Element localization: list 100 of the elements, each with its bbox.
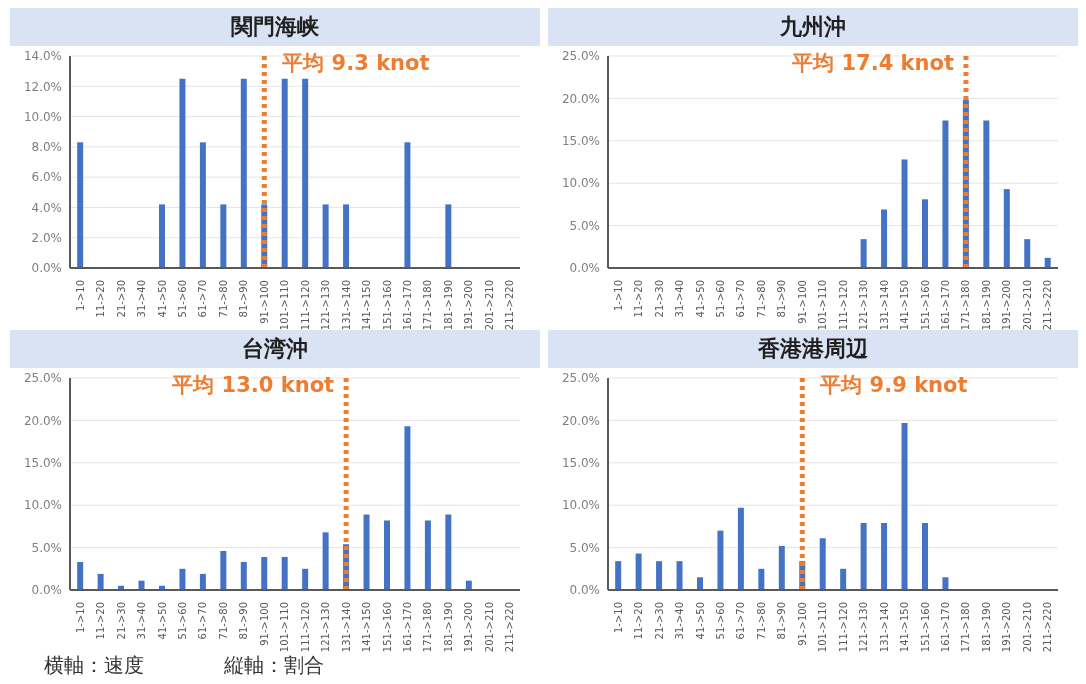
bar xyxy=(302,78,309,268)
y-tick-label: 0.0% xyxy=(31,261,62,276)
x-tick-label: 201->210 xyxy=(1021,280,1033,331)
x-tick-label: 101->110 xyxy=(279,602,291,653)
x-tick-label: 51->60 xyxy=(715,280,726,318)
bar xyxy=(302,568,309,590)
x-tick-label: 111->120 xyxy=(299,280,311,331)
x-tick-label: 151->160 xyxy=(381,280,393,331)
x-tick-label: 41->50 xyxy=(156,602,168,640)
bar xyxy=(737,507,744,590)
x-tick-label: 111->120 xyxy=(837,280,849,331)
x-tick-label: 161->170 xyxy=(940,602,951,653)
x-tick-label: 201->210 xyxy=(483,602,495,653)
bar xyxy=(696,577,703,590)
text: 横軸：速度 xyxy=(44,652,144,679)
bar xyxy=(404,142,411,268)
bar xyxy=(445,204,452,268)
x-tick-label: 181->190 xyxy=(442,602,454,653)
bar xyxy=(778,545,785,590)
y-tick-label: 10.0% xyxy=(561,498,600,513)
x-tick-label: 161->170 xyxy=(402,602,413,653)
x-tick-label: 21->30 xyxy=(115,280,127,318)
bar xyxy=(220,550,227,590)
y-tick-label: 20.0% xyxy=(561,91,600,106)
x-tick-label: 151->160 xyxy=(381,602,393,653)
bar xyxy=(281,78,288,268)
bar xyxy=(240,78,247,268)
x-tick-label: 81->90 xyxy=(238,280,250,318)
y-tick-label: 20.0% xyxy=(23,413,62,428)
x-tick-label: 191->200 xyxy=(1001,602,1013,653)
bar xyxy=(343,204,350,268)
y-tick-label: 10.0% xyxy=(23,498,62,513)
bar xyxy=(901,159,908,268)
y-tick-label: 0.0% xyxy=(569,261,600,276)
bar xyxy=(97,573,104,590)
x-tick-label: 121->130 xyxy=(858,280,870,331)
bar xyxy=(881,523,888,590)
x-tick-label: 1->10 xyxy=(612,280,624,312)
x-tick-label: 71->80 xyxy=(755,280,767,318)
x-tick-label: 51->60 xyxy=(715,602,726,640)
bar xyxy=(1003,189,1010,268)
bar xyxy=(77,142,84,268)
y-tick-label: 8.0% xyxy=(31,140,62,155)
bar xyxy=(921,199,928,268)
bar xyxy=(983,120,990,268)
chart-title: 九州沖 xyxy=(548,8,1078,46)
chart-title: 台湾沖 xyxy=(10,330,540,368)
x-tick-label: 161->170 xyxy=(402,280,413,331)
x-tick-label: 211->220 xyxy=(1042,602,1054,653)
x-tick-label: 131->140 xyxy=(340,602,352,653)
y-tick-label: 15.0% xyxy=(23,456,62,471)
x-tick-label: 71->80 xyxy=(217,602,229,640)
text: 縦軸：割合 xyxy=(224,652,324,679)
x-tick-label: 11->20 xyxy=(95,602,107,640)
x-tick-label: 31->40 xyxy=(674,280,686,318)
y-tick-label: 12.0% xyxy=(23,79,62,94)
bar xyxy=(404,426,411,590)
x-tick-label: 141->150 xyxy=(899,602,911,653)
bar xyxy=(199,142,206,268)
x-tick-label: 131->140 xyxy=(878,280,890,331)
x-tick-label: 31->40 xyxy=(136,280,148,318)
y-tick-label: 0.0% xyxy=(569,583,600,598)
x-tick-label: 111->120 xyxy=(837,602,849,653)
x-tick-label: 141->150 xyxy=(899,280,911,331)
x-tick-label: 61->70 xyxy=(735,280,747,318)
x-tick-label: 91->100 xyxy=(796,602,808,646)
y-tick-label: 6.0% xyxy=(31,170,62,185)
y-tick-label: 0.0% xyxy=(31,583,62,598)
bar xyxy=(261,556,268,590)
bar xyxy=(860,239,867,268)
x-tick-label: 201->210 xyxy=(1021,602,1033,653)
x-tick-label: 1->10 xyxy=(74,602,86,634)
x-tick-label: 101->110 xyxy=(817,280,829,331)
bar xyxy=(921,523,928,590)
x-tick-label: 21->30 xyxy=(653,602,665,640)
x-tick-label: 71->80 xyxy=(755,602,767,640)
x-tick-label: 71->80 xyxy=(217,280,229,318)
bar xyxy=(424,520,431,590)
x-tick-label: 131->140 xyxy=(340,280,352,331)
ref-line-label: 平均 9.3 knot xyxy=(281,51,430,75)
x-tick-label: 81->90 xyxy=(238,602,250,640)
y-tick-label: 5.0% xyxy=(569,218,600,233)
x-tick-label: 41->50 xyxy=(694,280,706,318)
y-tick-label: 15.0% xyxy=(561,134,600,149)
x-tick-label: 81->90 xyxy=(776,602,788,640)
bar xyxy=(322,204,329,268)
x-tick-label: 41->50 xyxy=(156,280,168,318)
ref-line-label: 平均 13.0 knot xyxy=(171,373,335,397)
bar xyxy=(819,538,826,590)
x-tick-label: 181->190 xyxy=(980,280,992,331)
y-tick-label: 4.0% xyxy=(31,200,62,215)
bar xyxy=(199,573,206,590)
bar xyxy=(281,556,288,590)
x-tick-label: 21->30 xyxy=(115,602,127,640)
bar xyxy=(717,530,724,590)
x-tick-label: 91->100 xyxy=(258,602,270,646)
y-tick-label: 20.0% xyxy=(561,413,600,428)
bar xyxy=(615,561,622,590)
bar xyxy=(220,204,227,268)
x-tick-label: 161->170 xyxy=(940,280,951,331)
